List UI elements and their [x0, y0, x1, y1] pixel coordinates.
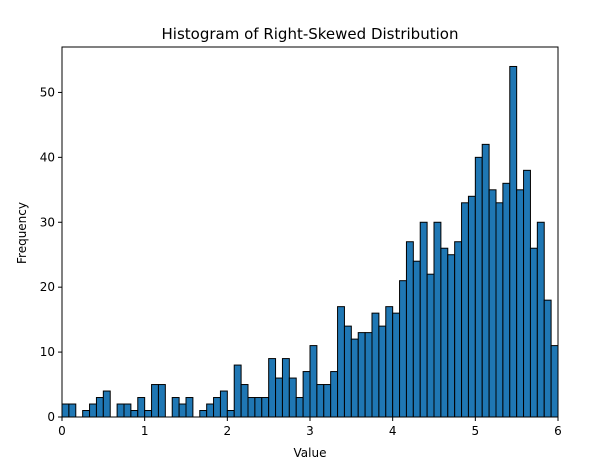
histogram-bar — [330, 371, 339, 418]
histogram-bar — [123, 403, 132, 418]
histogram-bar — [157, 384, 166, 418]
histogram-bar — [454, 241, 463, 418]
histogram-bar — [68, 403, 77, 418]
histogram-bar — [302, 371, 311, 418]
x-axis-ticks: 0 1 2 3 4 5 6 — [58, 417, 562, 438]
histogram-bar — [254, 397, 263, 418]
histogram-bar — [371, 312, 380, 418]
histogram-bar — [247, 397, 256, 418]
plot-frame — [61, 46, 559, 418]
histogram-bar — [240, 384, 249, 418]
x-tick-label: 5 — [472, 424, 480, 438]
histogram-bar — [185, 397, 194, 418]
histogram-bar — [378, 325, 387, 418]
histogram-bar — [151, 384, 159, 418]
histogram-bar — [474, 156, 483, 418]
y-tick-label: 20 — [40, 280, 55, 294]
histogram-bar — [529, 247, 538, 418]
y-tick-label: 50 — [40, 85, 55, 99]
histogram-bar — [206, 403, 215, 418]
histogram-bar — [467, 195, 476, 418]
histogram-bar — [426, 273, 435, 418]
histogram-bar — [233, 364, 242, 418]
histogram-bar — [309, 345, 318, 418]
y-tick-label: 10 — [40, 345, 55, 359]
histogram-bar — [316, 384, 325, 418]
histogram-bar — [219, 390, 228, 418]
chart-title: Histogram of Right-Skewed Distribution — [162, 25, 459, 43]
histogram-bar — [61, 403, 70, 418]
histogram-bar — [405, 241, 414, 418]
x-tick-label: 2 — [224, 424, 232, 438]
histogram-bar — [412, 260, 421, 418]
y-tick-label: 40 — [40, 150, 55, 164]
histogram-bar — [385, 306, 394, 418]
histogram-bar — [178, 403, 187, 418]
histogram-bar — [89, 403, 97, 418]
histogram-bar — [357, 332, 366, 418]
x-axis-label: Value — [294, 446, 327, 460]
histogram-bar — [171, 397, 180, 418]
histogram-bar — [509, 65, 518, 418]
histogram-bar — [226, 410, 235, 418]
histogram-bar — [288, 377, 297, 418]
histogram-bar — [364, 332, 373, 418]
histogram-bar — [82, 410, 91, 418]
bars-group — [61, 65, 559, 418]
y-axis-label: Frequency — [15, 202, 29, 264]
y-axis-ticks: 0 10 20 30 40 50 — [40, 85, 62, 424]
histogram-bar — [516, 189, 525, 418]
histogram-bar — [268, 358, 277, 418]
histogram-bar — [536, 221, 545, 418]
y-tick-label: 0 — [47, 410, 55, 424]
histogram-bar — [495, 202, 504, 418]
histogram-bar — [350, 338, 359, 418]
histogram-bar — [543, 299, 552, 418]
histogram-bar — [116, 403, 125, 418]
histogram-bar — [481, 143, 490, 418]
histogram-bar — [399, 280, 407, 418]
histogram-bar — [261, 397, 270, 418]
histogram-bar — [550, 345, 559, 418]
histogram-bar — [440, 247, 449, 418]
histogram-bar — [137, 397, 146, 418]
x-tick-label: 4 — [389, 424, 397, 438]
histogram-bar — [488, 189, 497, 418]
histogram-bar — [275, 377, 283, 418]
histogram-bar — [343, 325, 352, 418]
histogram-bar — [213, 397, 221, 418]
x-tick-label: 3 — [306, 424, 314, 438]
histogram-bar — [95, 397, 104, 418]
histogram-bar — [419, 221, 428, 418]
x-tick-label: 0 — [58, 424, 66, 438]
histogram-bar — [281, 358, 290, 418]
histogram-bar — [433, 221, 442, 418]
histogram-bar — [144, 410, 153, 418]
histogram-bar — [523, 169, 531, 418]
histogram-bar — [461, 202, 469, 418]
histogram-bar — [323, 384, 332, 418]
histogram-bar — [392, 312, 401, 418]
y-tick-label: 30 — [40, 215, 55, 229]
histogram-bar — [295, 397, 304, 418]
histogram-bar — [447, 254, 456, 418]
histogram-bar — [337, 306, 345, 418]
x-tick-label: 1 — [141, 424, 149, 438]
histogram-bar — [199, 410, 208, 418]
histogram-bar — [502, 182, 511, 418]
x-tick-label: 6 — [554, 424, 562, 438]
histogram-bar — [130, 410, 139, 418]
histogram-bar — [102, 390, 111, 418]
